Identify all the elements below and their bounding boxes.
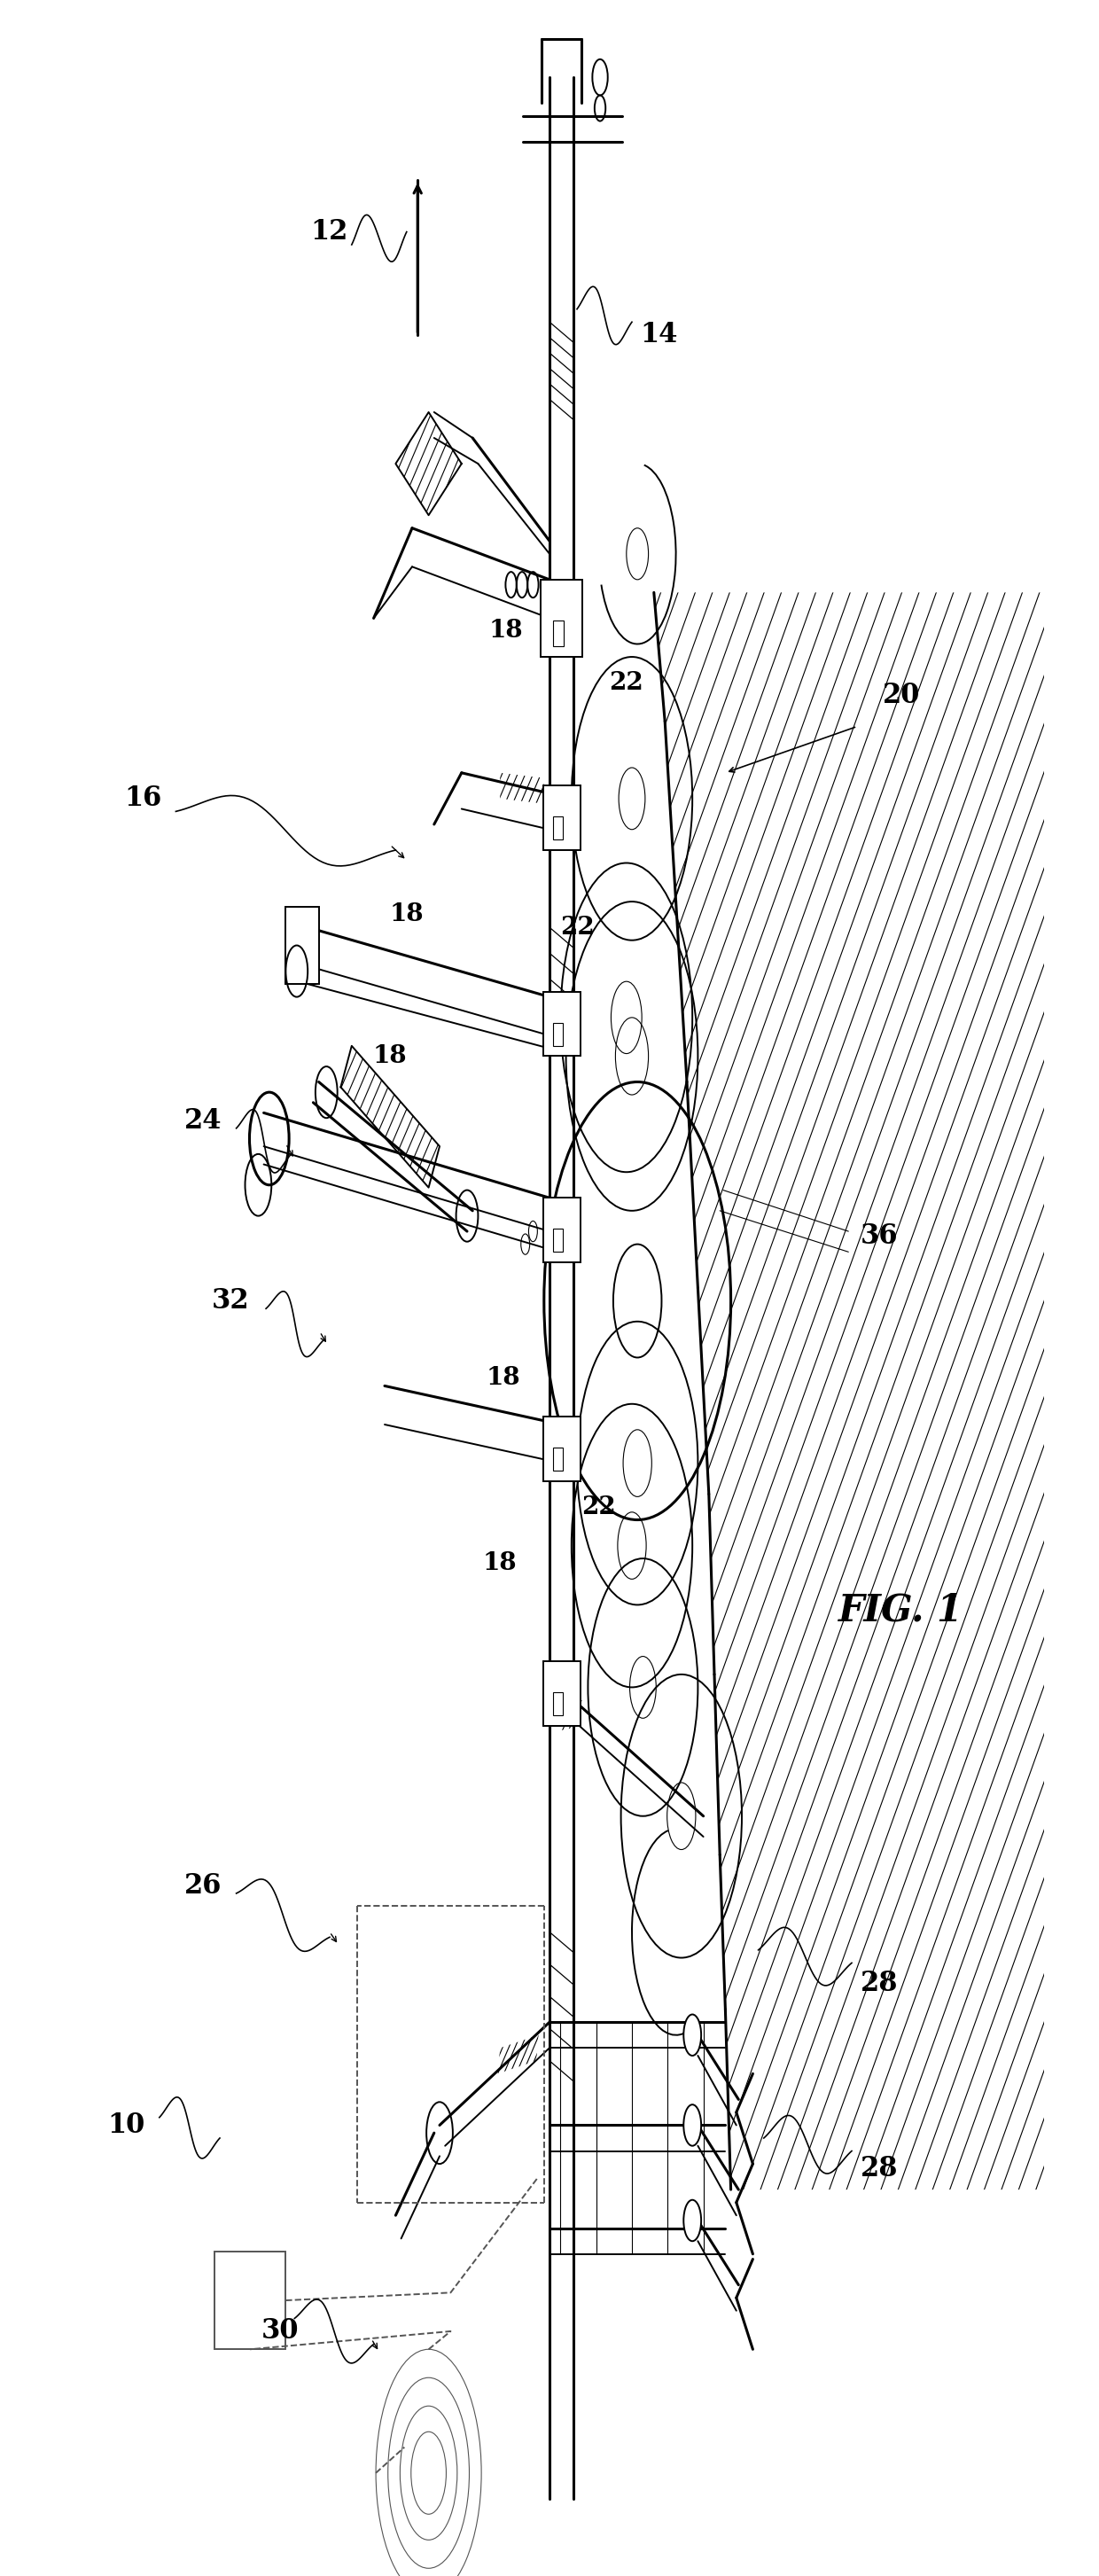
- Text: 22: 22: [609, 670, 644, 696]
- Text: 18: 18: [488, 618, 523, 644]
- Text: FIG. 1: FIG. 1: [839, 1592, 964, 1628]
- Text: 12: 12: [311, 219, 348, 245]
- Text: 22: 22: [559, 914, 595, 940]
- Bar: [553, 621, 564, 647]
- Text: 16: 16: [124, 786, 162, 811]
- Bar: [286, 907, 319, 984]
- Text: 30: 30: [262, 2318, 299, 2344]
- Bar: [543, 1662, 580, 1726]
- Bar: [543, 786, 580, 850]
- Bar: [553, 817, 563, 840]
- Text: 28: 28: [861, 2156, 898, 2182]
- Text: 26: 26: [185, 1873, 222, 1899]
- Bar: [543, 1417, 580, 1481]
- Text: 32: 32: [212, 1288, 249, 1314]
- Circle shape: [684, 2105, 701, 2146]
- Bar: [541, 580, 582, 657]
- Bar: [543, 1198, 580, 1262]
- Text: 18: 18: [389, 902, 424, 927]
- Text: 24: 24: [185, 1108, 222, 1133]
- Bar: [553, 1448, 563, 1471]
- Text: 18: 18: [486, 1365, 521, 1391]
- Text: 18: 18: [373, 1043, 408, 1069]
- Text: 18: 18: [482, 1551, 518, 1577]
- Bar: [553, 1692, 563, 1716]
- Circle shape: [684, 2200, 701, 2241]
- Text: 10: 10: [108, 2112, 145, 2138]
- Text: 22: 22: [581, 1494, 617, 1520]
- Bar: [553, 1023, 563, 1046]
- Text: 36: 36: [861, 1224, 898, 1249]
- Circle shape: [684, 2014, 701, 2056]
- Bar: [553, 1229, 563, 1252]
- Text: 20: 20: [882, 683, 920, 708]
- Bar: [543, 992, 580, 1056]
- Text: 28: 28: [861, 1971, 898, 1996]
- Bar: [214, 2251, 286, 2349]
- Text: 14: 14: [641, 322, 678, 348]
